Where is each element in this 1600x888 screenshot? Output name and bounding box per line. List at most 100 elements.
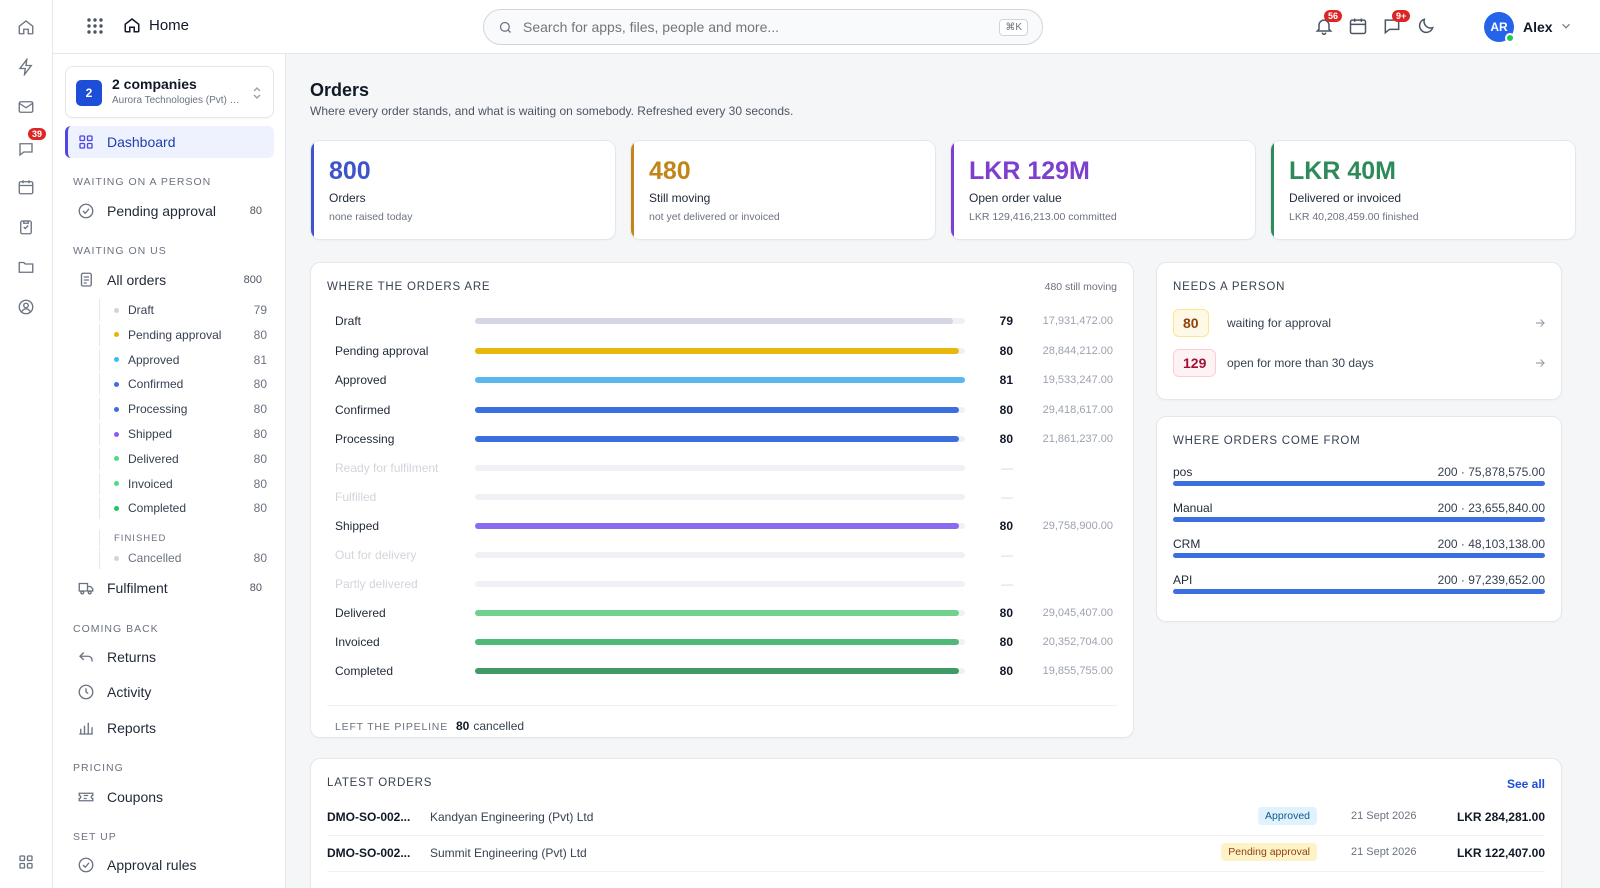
pipeline-count: 80: [999, 432, 1013, 446]
pipeline-row[interactable]: Completed 80 19,855,755.00: [335, 661, 1125, 681]
pipeline-label: Draft: [335, 314, 362, 328]
sidebar-subitem-cancelled[interactable]: Cancelled 80: [99, 547, 267, 569]
pipeline-value: 29,758,900.00: [1042, 520, 1113, 532]
pipeline-row[interactable]: Pending approval 80 28,844,212.00: [335, 341, 1125, 361]
pipeline-row[interactable]: Out for delivery —: [335, 545, 1125, 565]
clipboard-icon[interactable]: [16, 217, 36, 237]
arrow-right-icon: [1533, 316, 1547, 330]
search-icon: [499, 21, 511, 33]
pipeline-label: Fulfilled: [335, 490, 377, 504]
sidebar-item-reports[interactable]: Reports: [65, 712, 274, 744]
notifications-button[interactable]: 56: [1314, 10, 1343, 38]
pipeline-label: Shipped: [335, 519, 380, 533]
messages-button[interactable]: 9+: [1382, 10, 1411, 38]
apps-grid-icon[interactable]: [85, 16, 105, 36]
pipeline-row[interactable]: Shipped 80 29,758,900.00: [335, 516, 1125, 536]
sidebar-subitem-delivered[interactable]: Delivered 80: [99, 447, 267, 470]
pipeline-count: 80: [999, 635, 1013, 649]
needs-text: waiting for approval: [1227, 316, 1332, 330]
search-input[interactable]: [523, 19, 990, 35]
sidebar-item-returns[interactable]: Returns: [65, 641, 274, 673]
pipeline-card: WHERE THE ORDERS ARE 480 still moving Dr…: [310, 262, 1134, 738]
grid-icon[interactable]: [16, 852, 36, 872]
order-id[interactable]: DMO-SO-002...: [327, 810, 411, 824]
pipeline-track: [475, 348, 965, 354]
calendar-icon[interactable]: [16, 177, 36, 197]
pipeline-value: 29,045,407.00: [1042, 607, 1113, 619]
pipeline-track: [475, 523, 965, 529]
home-link[interactable]: Home: [123, 16, 189, 34]
sidebar-subitem-count: 80: [253, 476, 267, 491]
sidebar-subitem-invoiced[interactable]: Invoiced 80: [99, 472, 267, 495]
pipeline-bar: [475, 610, 960, 616]
kpi-accent: [311, 141, 314, 239]
sidebar-subitem-completed[interactable]: Completed 80: [99, 497, 267, 520]
sidebar-subitem-pending-approval[interactable]: Pending approval 80: [99, 323, 267, 346]
pipeline-row[interactable]: Fulfilled —: [335, 487, 1125, 507]
bar-chart-icon: [79, 722, 93, 735]
pipeline-row[interactable]: Processing 80 21,861,237.00: [335, 429, 1125, 449]
source-bar: [1173, 481, 1545, 486]
kpi-note: LKR 40,208,459.00 finished: [1289, 211, 1419, 223]
chevron-down-icon[interactable]: [1559, 19, 1573, 33]
pipeline-row[interactable]: Invoiced 80 20,352,704.00: [335, 632, 1125, 652]
sidebar-item-activity[interactable]: Activity: [65, 676, 274, 708]
sidebar-item-all-orders[interactable]: All orders 800: [65, 264, 274, 296]
sidebar-subitem-confirmed[interactable]: Confirmed 80: [99, 373, 267, 396]
needs-count: 80: [1173, 309, 1209, 337]
sidebar-subitem-count: 80: [253, 501, 267, 516]
user-name[interactable]: Alex: [1523, 19, 1553, 35]
kpi-value: LKR 129M: [969, 157, 1090, 185]
kpi-card: 480 Still moving not yet delivered or invo…: [630, 140, 936, 240]
source-row[interactable]: API 200 · 97,239,652.00: [1173, 573, 1545, 595]
kpi-value: LKR 40M: [1289, 157, 1396, 185]
pipeline-track: [475, 407, 965, 413]
sidebar-subitem-approved[interactable]: Approved 81: [99, 348, 267, 371]
sidebar-subitem-label: Pending approval: [128, 327, 222, 342]
home-icon[interactable]: [16, 17, 36, 37]
kpi-value: 480: [649, 157, 691, 185]
mail-icon[interactable]: [16, 97, 36, 117]
table-row[interactable]: DMO-SO-002... Summit Engineering (Pvt) Lt…: [327, 836, 1545, 872]
folder-icon[interactable]: [16, 257, 36, 277]
section-pricing: PRICING: [73, 762, 124, 774]
pipeline-row[interactable]: Partly delivered —: [335, 574, 1125, 594]
sidebar-item-fulfilment[interactable]: Fulfilment 80: [65, 572, 274, 604]
sidebar-item-pending-approval[interactable]: Pending approval 80: [65, 195, 274, 227]
source-row[interactable]: pos 200 · 75,878,575.00: [1173, 465, 1545, 487]
messages-badge: 9+: [1392, 10, 1411, 22]
user-circle-icon[interactable]: [16, 297, 36, 317]
table-row[interactable]: DMO-SO-002... Kandyan Engineering (Pvt) L…: [327, 800, 1545, 836]
calendar-button[interactable]: [1348, 16, 1370, 38]
left-pipeline-label: LEFT THE PIPELINE: [335, 721, 448, 733]
top-bar: Home ⌘K 56 9+ AR Alex: [53, 0, 1600, 54]
sidebar-item-dashboard[interactable]: Dashboard: [65, 126, 274, 158]
pipeline-row[interactable]: Ready for fulfilment —: [335, 458, 1125, 478]
sidebar-subitem-processing[interactable]: Processing 80: [99, 398, 267, 421]
see-all-link[interactable]: See all: [1506, 777, 1545, 791]
section-waiting-us: WAITING ON US: [73, 245, 167, 257]
left-pipeline-count[interactable]: 80 cancelled: [456, 719, 524, 733]
sidebar-subitem-shipped[interactable]: Shipped 80: [99, 423, 267, 445]
avatar[interactable]: AR: [1484, 12, 1515, 43]
pipeline-track: [475, 668, 965, 674]
status-dot: [114, 431, 119, 437]
lightning-icon[interactable]: [16, 57, 36, 77]
sidebar-item-coupons[interactable]: Coupons: [65, 781, 274, 813]
needs-row[interactable]: 80 waiting for approval: [1173, 309, 1547, 337]
pipeline-row[interactable]: Delivered 80 29,045,407.00: [335, 603, 1125, 623]
search-box[interactable]: ⌘K: [483, 9, 1043, 45]
pipeline-row[interactable]: Approved 81 19,533,247.00: [335, 370, 1125, 390]
chat-icon[interactable]: [16, 139, 36, 159]
company-switcher[interactable]: 2 2 companies Aurora Technologies (Pvt) …: [65, 66, 274, 118]
theme-toggle[interactable]: [1416, 16, 1438, 38]
pipeline-row[interactable]: Draft 79 17,931,472.00: [335, 311, 1125, 331]
sidebar-item-label: Fulfilment: [107, 580, 168, 596]
sidebar-item-approval-rules[interactable]: Approval rules: [65, 849, 274, 881]
order-id[interactable]: DMO-SO-002...: [327, 846, 411, 860]
source-row[interactable]: CRM 200 · 48,103,138.00: [1173, 537, 1545, 559]
sidebar-subitem-draft[interactable]: Draft 79: [99, 299, 267, 321]
needs-row[interactable]: 129 open for more than 30 days: [1173, 349, 1547, 377]
pipeline-row[interactable]: Confirmed 80 29,418,617.00: [335, 400, 1125, 420]
source-row[interactable]: Manual 200 · 23,655,840.00: [1173, 501, 1545, 523]
